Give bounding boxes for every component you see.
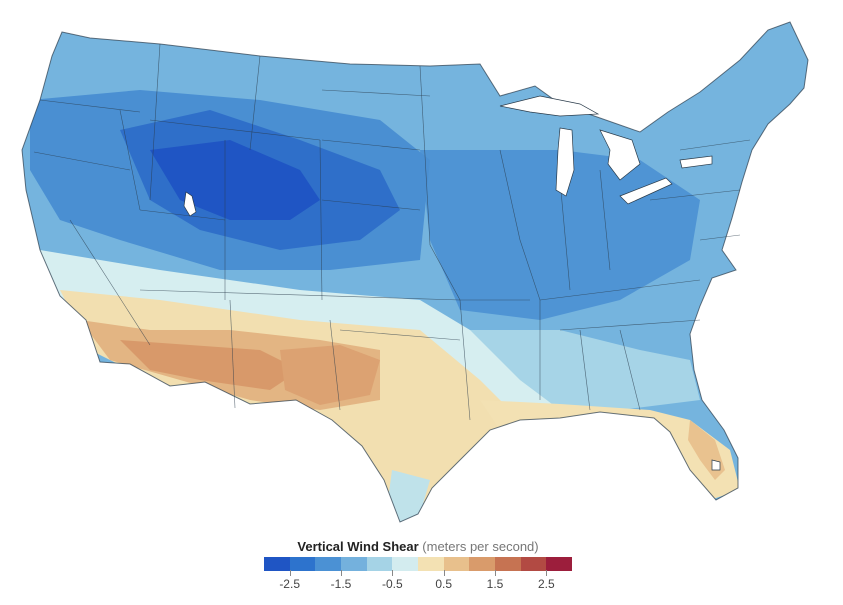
legend-swatch bbox=[443, 557, 470, 571]
legend-title: Vertical Wind Shear bbox=[297, 539, 419, 554]
legend-tick-label: -2.5 bbox=[279, 577, 300, 591]
legend-title-row: Vertical Wind Shear (meters per second) bbox=[262, 539, 574, 554]
legend-swatch bbox=[469, 557, 496, 571]
legend-tick-mark bbox=[392, 570, 394, 576]
legend-tick-label: -1.5 bbox=[330, 577, 352, 591]
legend-tick-mark bbox=[341, 570, 342, 576]
legend-swatch bbox=[315, 557, 342, 571]
legend-swatch bbox=[495, 557, 521, 571]
legend-tick-mark bbox=[495, 570, 496, 576]
legend-tick-mark bbox=[443, 570, 445, 576]
state-borders bbox=[21, 21, 809, 523]
lake-superior bbox=[499, 95, 600, 117]
great-lakes bbox=[183, 95, 721, 471]
region-texas-orange bbox=[280, 345, 380, 405]
legend-tick-label: 2.5 bbox=[537, 577, 555, 591]
legend-swatch bbox=[418, 557, 444, 571]
region-desert-orange bbox=[120, 340, 300, 390]
legend-swatch bbox=[289, 557, 316, 571]
great-salt-lake bbox=[183, 191, 197, 217]
wind-shear-map bbox=[21, 21, 809, 523]
legend-swatch bbox=[366, 557, 393, 571]
lake-huron bbox=[599, 129, 641, 181]
legend-tick-mark bbox=[289, 570, 291, 576]
legend-color-bar bbox=[264, 557, 573, 571]
legend-swatch bbox=[546, 557, 573, 571]
legend-swatch bbox=[341, 557, 367, 571]
legend-tick-label: -0.5 bbox=[381, 577, 403, 591]
legend-swatch bbox=[392, 557, 419, 571]
lake-ontario bbox=[679, 155, 713, 169]
legend-tick-label: 1.5 bbox=[486, 577, 504, 591]
legend-swatch bbox=[264, 557, 290, 571]
lake-erie bbox=[619, 177, 673, 205]
legend-tick-mark bbox=[546, 570, 548, 576]
lake-michigan bbox=[555, 127, 575, 197]
legend-tick-label: 0.5 bbox=[435, 577, 452, 591]
legend-units: (meters per second) bbox=[422, 539, 539, 554]
region-texas-coast-blue bbox=[388, 470, 430, 522]
legend-swatch bbox=[520, 557, 547, 571]
color-legend: Vertical Wind Shear (meters per second) … bbox=[262, 537, 574, 597]
lake-okeechobee bbox=[711, 459, 721, 471]
